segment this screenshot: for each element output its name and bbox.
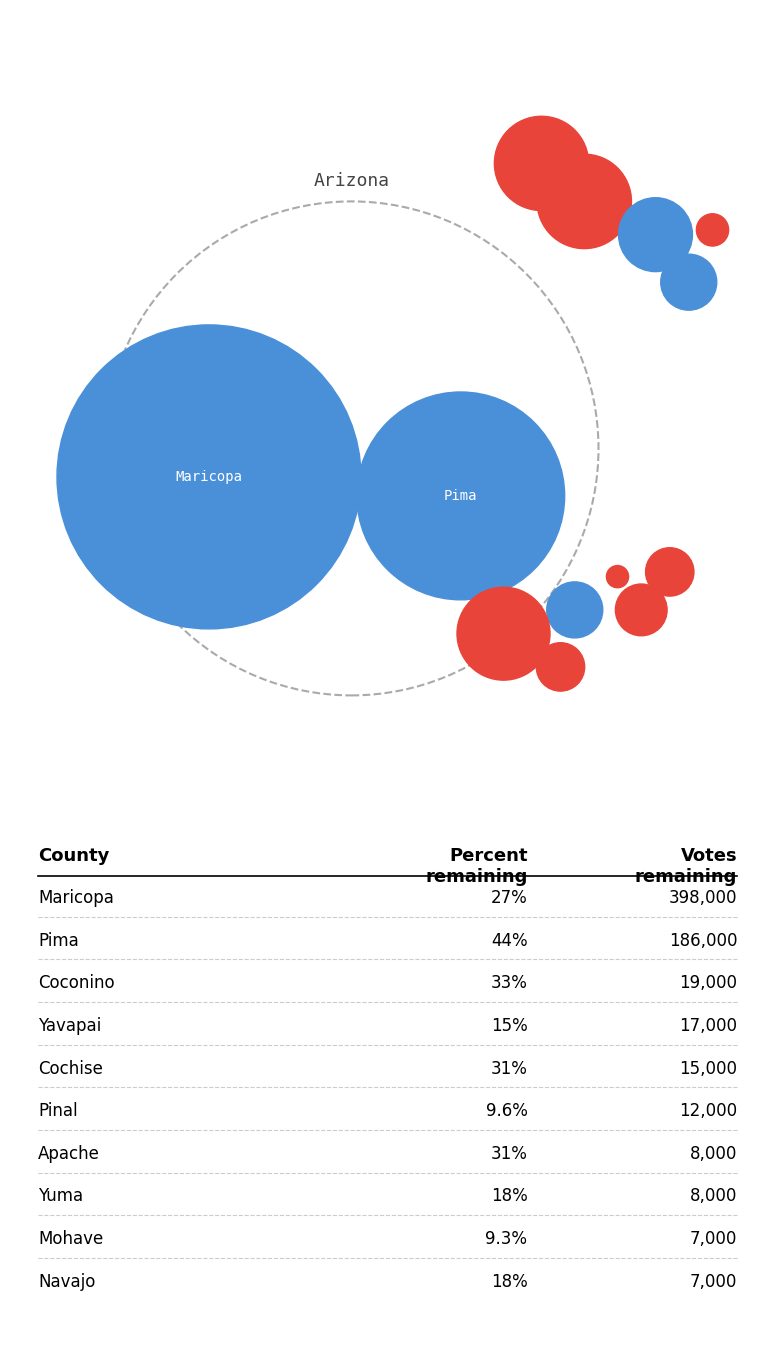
Text: 15%: 15% <box>491 1016 527 1036</box>
Text: Navajo: Navajo <box>38 1272 95 1290</box>
Circle shape <box>645 547 694 596</box>
Text: County: County <box>38 847 109 866</box>
Text: 27%: 27% <box>491 889 527 907</box>
Circle shape <box>57 324 361 629</box>
Text: 8,000: 8,000 <box>690 1187 737 1205</box>
Text: 19,000: 19,000 <box>679 974 737 992</box>
Circle shape <box>660 254 717 311</box>
Text: 186,000: 186,000 <box>669 932 737 949</box>
Text: 9.6%: 9.6% <box>486 1103 527 1120</box>
Text: Cochise: Cochise <box>38 1060 103 1078</box>
Text: 398,000: 398,000 <box>669 889 737 907</box>
Text: 8,000: 8,000 <box>690 1145 737 1163</box>
Text: 18%: 18% <box>491 1272 527 1290</box>
Text: Yuma: Yuma <box>38 1187 83 1205</box>
Text: Coconino: Coconino <box>38 974 115 992</box>
Circle shape <box>537 155 632 249</box>
Circle shape <box>537 643 584 691</box>
Text: 15,000: 15,000 <box>679 1060 737 1078</box>
Text: 9.3%: 9.3% <box>486 1230 527 1248</box>
Text: 12,000: 12,000 <box>679 1103 737 1120</box>
Text: 31%: 31% <box>490 1145 527 1163</box>
Text: Mohave: Mohave <box>38 1230 103 1248</box>
Text: 44%: 44% <box>491 932 527 949</box>
Text: 7,000: 7,000 <box>690 1230 737 1248</box>
Text: Pima: Pima <box>38 932 79 949</box>
Circle shape <box>457 587 550 680</box>
Text: Pima: Pima <box>444 488 477 503</box>
Text: 31%: 31% <box>490 1060 527 1078</box>
Text: Maricopa: Maricopa <box>38 889 114 907</box>
Text: Arizona: Arizona <box>313 172 390 190</box>
Text: Votes
remaining: Votes remaining <box>635 847 737 886</box>
Text: 17,000: 17,000 <box>679 1016 737 1036</box>
Text: 33%: 33% <box>490 974 527 992</box>
Text: Pinal: Pinal <box>38 1103 78 1120</box>
Circle shape <box>606 565 629 588</box>
Text: Percent
remaining: Percent remaining <box>425 847 527 886</box>
Circle shape <box>494 116 589 211</box>
Circle shape <box>546 581 603 637</box>
Circle shape <box>357 393 565 599</box>
Circle shape <box>696 213 729 246</box>
Circle shape <box>616 584 667 636</box>
Text: Yavapai: Yavapai <box>38 1016 101 1036</box>
Text: 7,000: 7,000 <box>690 1272 737 1290</box>
Text: Maricopa: Maricopa <box>176 469 242 484</box>
Circle shape <box>619 198 692 272</box>
Text: 18%: 18% <box>491 1187 527 1205</box>
Text: Apache: Apache <box>38 1145 100 1163</box>
